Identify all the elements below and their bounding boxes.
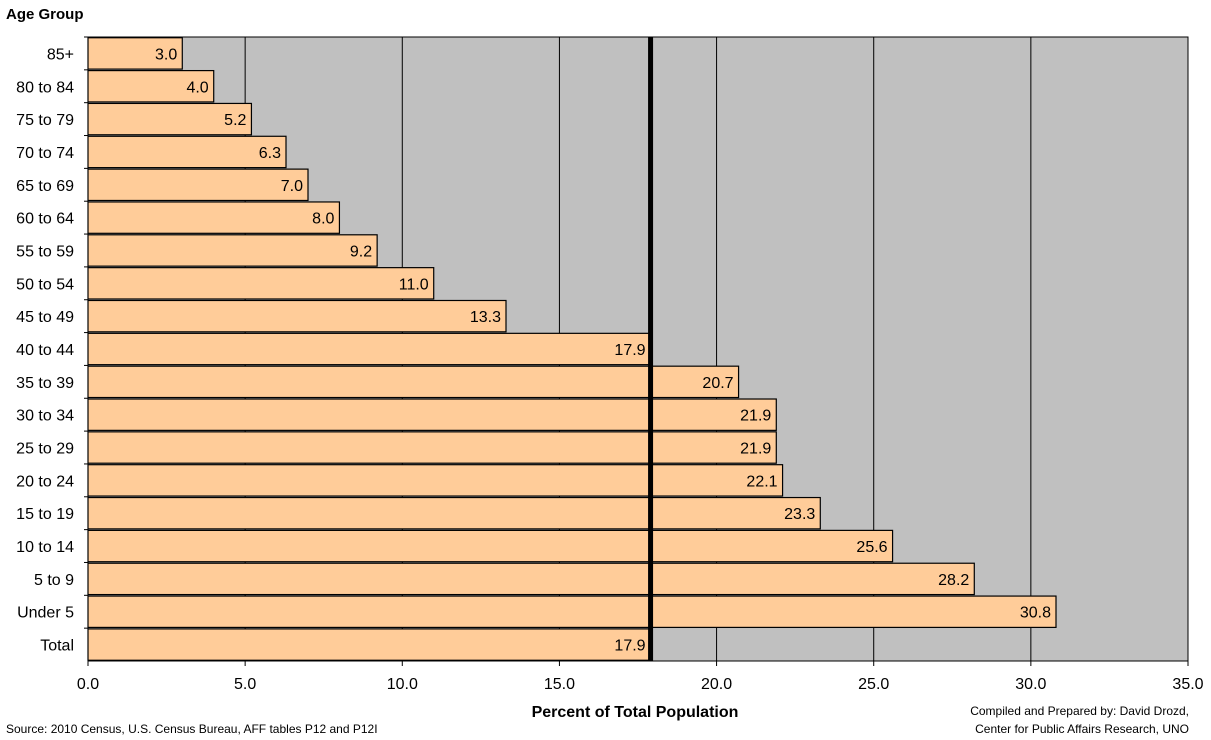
category-label: 80 to 84 (16, 79, 74, 96)
data-label: 17.9 (614, 342, 645, 359)
bar (87, 464, 784, 497)
category-label: 65 to 69 (16, 178, 74, 195)
x-tick-label: 0.0 (77, 676, 99, 693)
credit-line-2: Center for Public Affairs Research, UNO (975, 722, 1189, 736)
category-label: 55 to 59 (16, 243, 74, 260)
bar (87, 69, 215, 103)
bar (87, 365, 740, 399)
category-label: 35 to 39 (16, 375, 74, 392)
bar (87, 267, 435, 300)
bar (87, 135, 287, 169)
data-label: 3.0 (155, 46, 177, 63)
bar (87, 234, 378, 267)
category-label: Under 5 (17, 605, 74, 622)
bar (87, 102, 253, 136)
bars (87, 37, 1057, 661)
source-note: Source: 2010 Census, U.S. Census Bureau,… (6, 722, 378, 736)
data-label: 17.9 (614, 638, 645, 655)
x-tick-label: 35.0 (1172, 676, 1203, 693)
x-tick-label: 5.0 (234, 676, 256, 693)
category-label: 10 to 14 (16, 539, 74, 556)
data-label: 13.3 (470, 309, 501, 326)
data-label: 7.0 (281, 178, 303, 195)
data-label: 11.0 (399, 276, 429, 293)
category-label: 15 to 19 (16, 506, 74, 523)
category-label: 30 to 34 (16, 408, 74, 425)
data-label: 25.6 (856, 539, 887, 556)
x-tick-label: 15.0 (544, 676, 575, 693)
x-tick-label: 20.0 (701, 676, 732, 693)
category-label: 50 to 54 (16, 276, 74, 293)
x-axis-ticks: 0.0 5.0 10.0 15.0 20.0 25.0 30.0 35.0 (77, 661, 1204, 693)
bar (87, 628, 652, 661)
data-label: 23.3 (784, 506, 815, 523)
bar (87, 201, 341, 234)
bar (87, 37, 183, 70)
bar (87, 529, 894, 563)
category-label: 60 to 64 (16, 211, 74, 228)
data-label: 5.2 (224, 112, 246, 129)
bar (87, 398, 777, 431)
data-label: 20.7 (702, 375, 733, 392)
category-label: 5 to 9 (34, 572, 74, 589)
bar (87, 299, 507, 333)
bar (87, 496, 821, 530)
data-label: 28.2 (938, 572, 969, 589)
credit-line-1: Compiled and Prepared by: David Drozd, (970, 704, 1189, 718)
category-label: 70 to 74 (16, 145, 74, 162)
credit-note: Compiled and Prepared by: David Drozd, C… (970, 702, 1189, 738)
category-label: 75 to 79 (16, 112, 74, 129)
x-tick-label: 30.0 (1015, 676, 1046, 693)
data-label: 30.8 (1020, 605, 1051, 622)
data-label: 22.1 (746, 473, 777, 490)
y-axis-title: Age Group (6, 6, 84, 23)
data-label: 21.9 (740, 408, 771, 425)
value-labels: 3.0 4.0 5.2 6.37.0 8.0 9.2 11.0 13.3 17.9 20.7 21.… (155, 46, 1051, 654)
category-label: Total (40, 638, 74, 655)
x-axis-title: Percent of Total Population (531, 704, 739, 721)
bar (87, 595, 1057, 629)
data-label: 8.0 (312, 211, 334, 228)
data-label: 9.2 (350, 243, 372, 260)
category-label: 25 to 29 (16, 441, 74, 458)
bar (87, 431, 777, 464)
data-label: 21.9 (740, 441, 771, 458)
data-label: 6.3 (259, 145, 281, 162)
bar (87, 332, 652, 366)
data-label: 4.0 (186, 79, 208, 96)
x-tick-label: 10.0 (387, 676, 418, 693)
x-tick-label: 25.0 (858, 676, 889, 693)
category-label: 85+ (47, 46, 74, 63)
category-labels: 85+ 80 to 84 75 to 79 70 to 74 65 to 69 60 to… (16, 36, 88, 655)
bar (87, 562, 975, 596)
category-label: 40 to 44 (16, 342, 74, 359)
category-label: 45 to 49 (16, 309, 74, 326)
category-label: 20 to 24 (16, 473, 74, 490)
bar (87, 168, 309, 202)
